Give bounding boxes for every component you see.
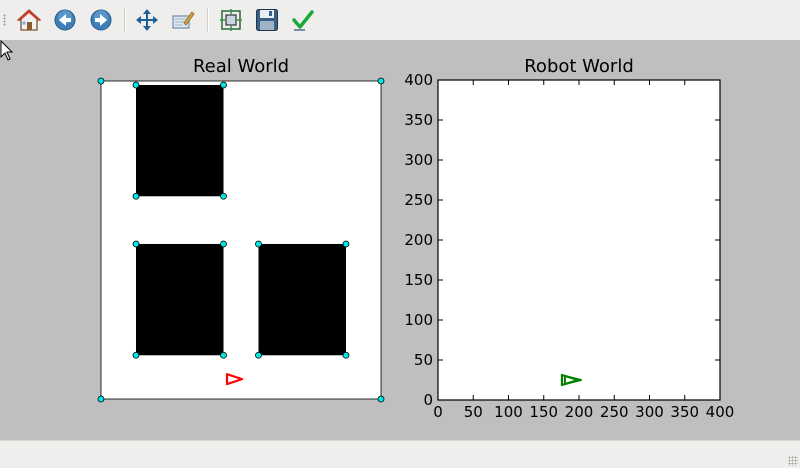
zoom-button[interactable]: [169, 6, 197, 34]
boundary-vertex: [97, 395, 105, 403]
x-tick-label: 0: [433, 403, 443, 421]
obstacle-vertex: [255, 351, 262, 359]
y-tick-label: 0: [423, 391, 433, 409]
back-icon: [54, 9, 76, 31]
x-tick-label: 250: [600, 403, 629, 421]
robot-marker-estimate: [563, 375, 582, 385]
zoom-icon: [172, 11, 195, 29]
x-tick-label: 100: [494, 403, 523, 421]
obstacle-vertex: [220, 240, 227, 248]
subplots-icon: [220, 9, 242, 31]
figure-svg: Real World Robot World 0 50 100 150 200 250 30…: [97, 56, 734, 421]
obstacle-square: [136, 84, 224, 197]
boundary-vertex: [377, 395, 385, 403]
edit-parameters-icon: [292, 10, 314, 31]
forward-button[interactable]: [87, 6, 115, 34]
forward-icon: [90, 9, 112, 31]
y-tick-label: 250: [404, 191, 433, 209]
boundary-vertex: [377, 77, 385, 85]
obstacle-vertex: [132, 351, 140, 359]
boundary-vertex: [97, 77, 105, 85]
x-tick-label: 350: [670, 403, 699, 421]
x-tick-label: 400: [706, 403, 735, 421]
toolbar-grip[interactable]: [3, 14, 6, 26]
pan-button[interactable]: [133, 6, 161, 34]
status-bar: [0, 440, 800, 468]
pan-icon: [136, 9, 158, 31]
robot-world-title: Robot World: [524, 56, 634, 77]
y-tick-label: 100: [404, 311, 433, 329]
obstacle-vertex: [342, 240, 350, 248]
robot-world-plot: 0 50 100 150 200 250 300 350 400 0 50 100 150 200 250 3…: [404, 71, 734, 421]
edit-parameters-button[interactable]: [289, 6, 317, 34]
y-tick-label: 300: [404, 151, 433, 169]
home-icon: [17, 9, 41, 31]
obstacle-vertex: [220, 351, 227, 359]
y-tick-label: 350: [404, 111, 433, 129]
y-tick-label: 150: [404, 271, 433, 289]
obstacle-vertex: [220, 192, 227, 200]
obstacle-vertex: [220, 81, 227, 89]
obstacle-vertex: [255, 240, 262, 248]
robot-marker-real: [225, 373, 244, 386]
robot-world-axes: [437, 79, 721, 401]
toolbar-separator: [124, 8, 126, 32]
figure-canvas[interactable]: Real World Robot World 0 50 100 150 200 250 30…: [0, 40, 800, 440]
subplots-button[interactable]: [217, 6, 245, 34]
obstacle-vertex: [132, 81, 140, 89]
save-icon: [256, 9, 278, 31]
obstacle-vertex: [132, 240, 140, 248]
x-tick-label: 150: [529, 403, 558, 421]
x-tick-label: 50: [464, 403, 483, 421]
resize-grip[interactable]: [788, 456, 798, 466]
obstacle-square: [258, 243, 346, 356]
x-tick-label: 200: [565, 403, 594, 421]
obstacle-vertex: [342, 351, 350, 359]
toolbar-separator: [207, 8, 209, 32]
obstacle-square: [136, 243, 224, 356]
x-tick-label: 300: [635, 403, 664, 421]
y-tick-label: 200: [404, 231, 433, 249]
mouse-pointer-icon: [0, 40, 14, 61]
home-button[interactable]: [15, 6, 43, 34]
navigation-toolbar: [0, 0, 800, 40]
y-tick-label: 50: [414, 351, 433, 369]
real-world-title: Real World: [193, 56, 289, 77]
y-tick-label: 400: [404, 71, 433, 89]
save-button[interactable]: [253, 6, 281, 34]
obstacle-vertex: [132, 192, 140, 200]
real-world-plot: [97, 77, 385, 403]
back-button[interactable]: [51, 6, 79, 34]
